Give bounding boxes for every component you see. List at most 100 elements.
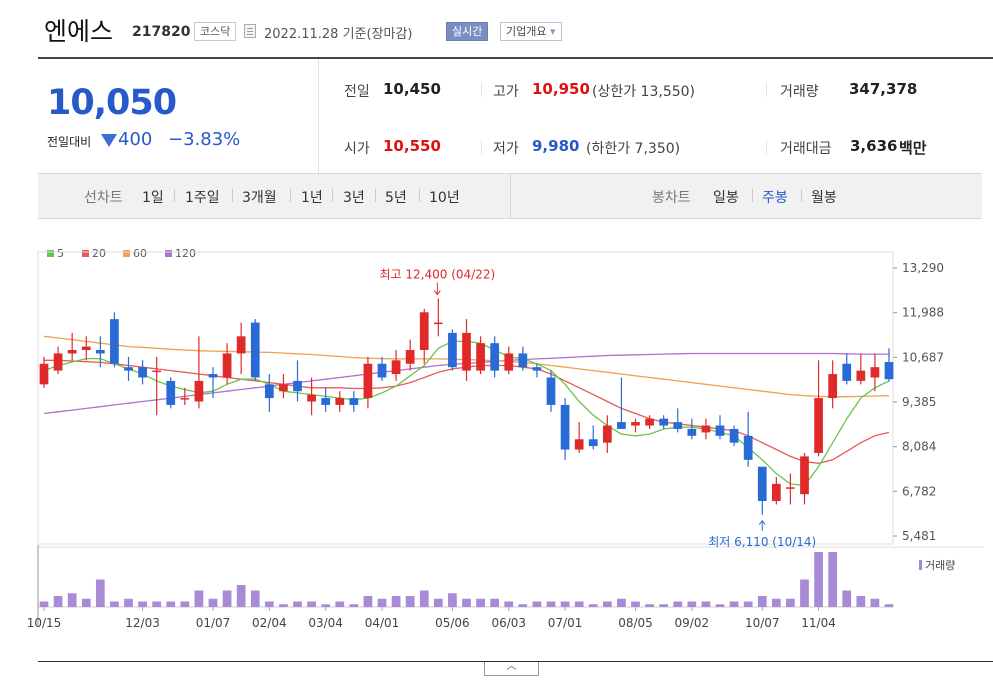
tab-weekly[interactable]: 주봉 xyxy=(762,190,788,206)
divider xyxy=(419,189,420,202)
legend-ma20: 20 xyxy=(82,247,106,260)
candle-down xyxy=(617,422,626,429)
candle-down xyxy=(659,418,669,426)
volume-bar xyxy=(307,601,316,607)
candle-down xyxy=(124,367,133,371)
legend-ma120-label: 120 xyxy=(175,247,196,260)
amount-unit: 백만 xyxy=(899,139,927,157)
ma20-swatch xyxy=(82,250,89,257)
document-icon xyxy=(244,24,256,38)
change-rate: −3.83% xyxy=(168,129,241,150)
high-label: 고가 xyxy=(493,84,519,100)
candle-up xyxy=(279,384,288,392)
tab-5years[interactable]: 5년 xyxy=(385,190,407,206)
legend-ma5-label: 5 xyxy=(57,247,64,260)
stock-name: 엔에스 xyxy=(44,17,114,46)
realtime-button[interactable]: 실시간 xyxy=(446,22,489,41)
ma5-swatch xyxy=(47,250,54,257)
divider xyxy=(232,189,233,202)
divider xyxy=(766,83,767,97)
candle-down xyxy=(208,374,218,378)
volume-bar xyxy=(166,601,176,607)
tab-1week[interactable]: 1주일 xyxy=(185,190,220,206)
amount-value: 3,636 xyxy=(850,137,898,155)
legend-ma60-label: 60 xyxy=(133,247,147,260)
volume-bar xyxy=(687,601,697,607)
candle-down xyxy=(166,380,176,405)
candle-up xyxy=(419,312,429,351)
tab-monthly[interactable]: 월봉 xyxy=(811,190,837,206)
open-label: 시가 xyxy=(344,141,370,157)
candle-down xyxy=(448,332,457,368)
y-tick-label: 11,988 xyxy=(902,306,944,320)
candle-down xyxy=(349,398,359,405)
tab-10years[interactable]: 10년 xyxy=(429,190,460,206)
volume-bar xyxy=(138,601,147,607)
change-label: 전일대비 xyxy=(47,135,92,149)
amount-label: 거래대금 xyxy=(780,141,832,157)
tab-3months[interactable]: 3개월 xyxy=(242,190,277,206)
tab-1day[interactable]: 1일 xyxy=(142,190,164,206)
x-tick-label: 04/01 xyxy=(365,616,400,630)
market-badge: 코스닥 xyxy=(194,22,237,41)
volume-bar xyxy=(110,601,119,607)
candle-down xyxy=(377,363,387,378)
candle-up xyxy=(504,353,514,371)
high-annotation: 최고 12,400 (04/22) xyxy=(380,268,496,282)
lower-limit: (하한가 7,350) xyxy=(586,141,681,157)
low-annotation: 최저 6,110 (10/14) xyxy=(708,535,816,549)
candle-down xyxy=(729,428,739,443)
divider xyxy=(481,140,482,154)
volume-bar xyxy=(377,598,387,607)
candle-up xyxy=(462,332,471,371)
volume-bar xyxy=(617,598,626,607)
candle-down xyxy=(264,384,274,399)
divider xyxy=(375,189,376,202)
candle-up xyxy=(786,487,795,489)
candle-up xyxy=(152,370,162,373)
prev-close-value: 10,450 xyxy=(383,80,441,98)
candle-down xyxy=(757,466,767,502)
volume-bar xyxy=(53,596,63,607)
high-arrow-head xyxy=(433,290,441,296)
low-arrow-head xyxy=(758,519,766,526)
x-tick-label: 10/15 xyxy=(27,616,62,630)
volume-bar xyxy=(645,604,654,607)
candle-down xyxy=(95,350,105,354)
line-chart-label: 선차트 xyxy=(84,190,123,206)
y-tick-label: 5,481 xyxy=(902,529,936,543)
divider xyxy=(290,189,291,202)
candle-down xyxy=(546,377,556,405)
candle-up xyxy=(771,483,781,502)
volume-bar xyxy=(729,601,739,607)
tab-1year[interactable]: 1년 xyxy=(301,190,323,206)
volume-bar xyxy=(222,590,232,607)
divider xyxy=(38,661,993,662)
candle-up xyxy=(645,418,654,426)
tab-daily[interactable]: 일봉 xyxy=(713,190,739,206)
chart-period-tabs: 선차트 1일 1주일 3개월 1년 3년 5년 10년 봉차트 일봉 주봉 월봉 xyxy=(38,173,982,219)
company-info-dropdown[interactable]: 기업개요 ▾ xyxy=(500,22,562,41)
volume-bar xyxy=(293,601,302,607)
divider xyxy=(481,83,482,97)
candle-down xyxy=(588,439,598,447)
upper-limit: (상한가 13,550) xyxy=(592,84,696,100)
legend-ma20-label: 20 xyxy=(92,247,106,260)
candle-down xyxy=(518,353,528,368)
volume-bar xyxy=(560,601,570,607)
volume-bar xyxy=(504,601,514,607)
volume-bar xyxy=(800,579,809,607)
candle-up xyxy=(602,425,612,443)
candle-up xyxy=(433,322,443,325)
collapse-button[interactable]: ︿ xyxy=(484,662,539,676)
tab-3years[interactable]: 3년 xyxy=(343,190,365,206)
candle-down xyxy=(743,435,753,460)
candle-chart-label: 봉차트 xyxy=(652,190,691,206)
y-tick-label: 6,782 xyxy=(902,484,936,498)
volume-label: 거래량 xyxy=(780,84,819,100)
volume-bar xyxy=(546,601,556,607)
volume-bar xyxy=(814,552,823,607)
candle-down xyxy=(884,362,894,380)
volume-bar xyxy=(856,596,866,607)
candle-up xyxy=(39,363,49,385)
